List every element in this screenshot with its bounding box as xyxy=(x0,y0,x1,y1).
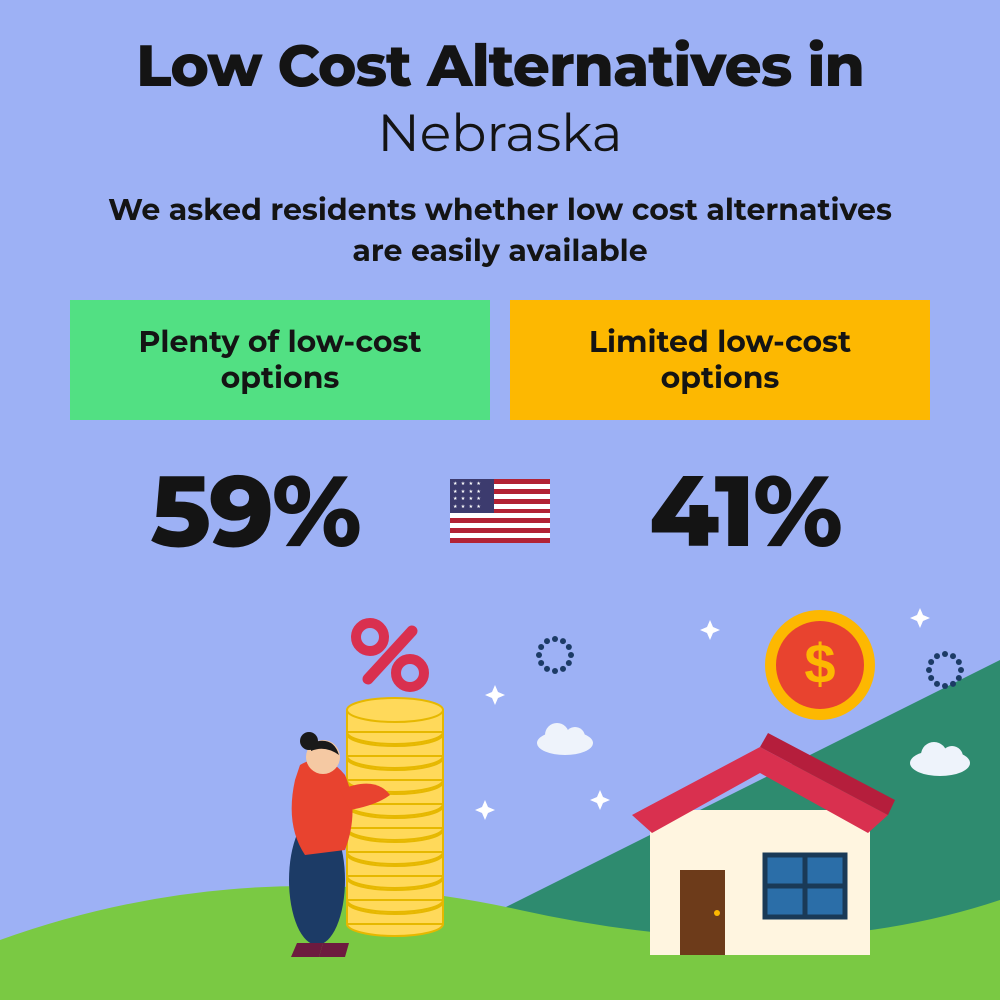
box-plenty-label: Plenty of low-cost options xyxy=(100,324,460,396)
dotted-ring-icon xyxy=(536,636,574,674)
us-flag-icon: ★ ★ ★ ★ ★ ★ ★ ★ ★ ★ ★ ★ ★ ★ ★ ★ xyxy=(450,479,550,543)
subtitle: We asked residents whether low cost alte… xyxy=(0,190,1000,271)
illustration: $ xyxy=(0,600,1000,1000)
percent-left: 59% xyxy=(70,450,440,572)
title-line-1: Low Cost Alternatives in xyxy=(0,30,1000,101)
svg-text:$: $ xyxy=(804,632,835,695)
box-limited-label: Limited low-cost options xyxy=(540,324,900,396)
coin-stack-icon xyxy=(347,698,443,936)
box-limited: Limited low-cost options xyxy=(510,300,930,420)
coin-sun-icon: $ xyxy=(765,610,875,720)
title-line-2: Nebraska xyxy=(0,102,1000,165)
percent-row: 59% ★ ★ ★ ★ ★ ★ ★ ★ ★ ★ ★ ★ ★ ★ ★ ★ 41% xyxy=(70,450,930,572)
percent-sign-icon xyxy=(356,623,424,687)
cloud-icon xyxy=(537,723,593,755)
infographic-canvas: Low Cost Alternatives in Nebraska We ask… xyxy=(0,0,1000,1000)
box-plenty: Plenty of low-cost options xyxy=(70,300,490,420)
option-boxes: Plenty of low-cost options Limited low-c… xyxy=(70,300,930,420)
percent-right: 41% xyxy=(560,450,930,572)
